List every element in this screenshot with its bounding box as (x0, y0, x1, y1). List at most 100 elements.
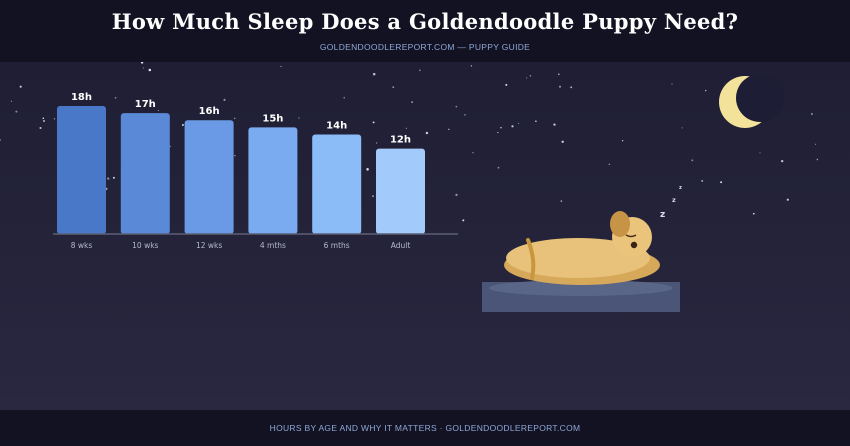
star (497, 132, 499, 134)
star (472, 152, 474, 154)
star (43, 120, 45, 122)
star (233, 117, 236, 120)
star (181, 123, 184, 127)
star (560, 200, 562, 202)
star (786, 198, 789, 201)
star (448, 128, 450, 130)
star (464, 114, 466, 116)
star (223, 98, 226, 101)
star (280, 65, 282, 67)
star (526, 77, 528, 79)
star (752, 212, 755, 215)
svg-text:z: z (679, 185, 682, 191)
bar-1 (120, 113, 170, 234)
bar-5 (376, 148, 425, 234)
star (140, 62, 144, 64)
star (376, 142, 378, 144)
star (558, 85, 562, 88)
star (234, 155, 236, 157)
star (114, 96, 117, 99)
bar-value-label: 18h (71, 92, 92, 103)
star (148, 68, 152, 72)
star (455, 105, 458, 108)
star (411, 101, 413, 103)
bar-3 (248, 127, 298, 234)
star (497, 166, 500, 169)
star (392, 86, 395, 88)
star (505, 83, 508, 86)
bar-4 (312, 134, 362, 234)
sleeping-puppy-scene: z z z (482, 74, 784, 312)
star (42, 117, 45, 120)
x-tick-label: 12 wks (196, 241, 222, 250)
svg-text:z: z (672, 196, 676, 204)
star (462, 219, 465, 222)
star (366, 168, 369, 171)
star (112, 176, 115, 179)
page-title: How Much Sleep Does a Goldendoodle Puppy… (111, 9, 739, 34)
star (53, 118, 56, 120)
star (704, 89, 707, 92)
star (39, 126, 42, 130)
star (419, 69, 421, 72)
star (107, 177, 110, 180)
star (372, 72, 376, 76)
star (781, 159, 784, 163)
bars-group: 18h 8 wks 17h 10 wks 16h 12 wks 15h 4 mths 14h 6 … (57, 92, 425, 250)
zzz-icon: z z z (660, 185, 682, 220)
bar-value-label: 17h (135, 99, 156, 110)
x-tick-label: Adult (391, 241, 411, 250)
star (511, 125, 514, 128)
star (372, 121, 375, 124)
star (470, 65, 473, 67)
star (553, 123, 556, 126)
x-tick-label: 10 wks (132, 241, 158, 250)
svg-text:z: z (660, 210, 665, 220)
star (500, 126, 502, 129)
star (535, 120, 537, 123)
moon-icon (719, 74, 784, 128)
star (720, 181, 723, 184)
star (815, 143, 817, 145)
star (561, 140, 564, 144)
star (557, 73, 560, 76)
star (343, 96, 346, 99)
star (518, 122, 520, 125)
x-tick-label: 4 mths (260, 241, 286, 250)
bar-value-label: 14h (326, 120, 347, 131)
star (691, 159, 694, 162)
star (759, 152, 761, 154)
footer-text: HOURS BY AGE AND WHY IT MATTERS · GOLDEN… (269, 423, 581, 433)
header: How Much Sleep Does a Goldendoodle Puppy… (0, 0, 850, 62)
dog-bed-icon (482, 280, 680, 312)
star (529, 74, 532, 77)
star (15, 110, 18, 113)
bar-0 (57, 106, 106, 234)
star (621, 140, 624, 142)
star (405, 127, 407, 129)
star (0, 139, 1, 141)
star (372, 195, 374, 197)
bar-2 (184, 120, 234, 234)
star (298, 117, 300, 119)
x-tick-label: 6 mths (324, 241, 350, 250)
star (425, 131, 429, 135)
star (681, 127, 683, 129)
star (157, 110, 159, 112)
star (10, 100, 12, 102)
star (671, 83, 673, 85)
x-tick-label: 8 wks (71, 241, 93, 250)
footer: HOURS BY AGE AND WHY IT MATTERS · GOLDEN… (0, 410, 850, 446)
star (570, 86, 573, 89)
sleep-bar-chart: 18h 8 wks 17h 10 wks 16h 12 wks 15h 4 mths 14h 6 … (53, 92, 458, 250)
star (811, 113, 813, 115)
star (455, 193, 458, 197)
sleeping-puppy-icon (504, 211, 660, 285)
star (816, 158, 819, 161)
star (608, 163, 611, 166)
star (142, 67, 144, 69)
bar-value-label: 16h (199, 106, 220, 117)
page-subtitle: GOLDENDOODLEREPORT.COM — PUPPY GUIDE (319, 42, 531, 52)
star (19, 85, 22, 88)
bar-value-label: 15h (262, 113, 283, 124)
